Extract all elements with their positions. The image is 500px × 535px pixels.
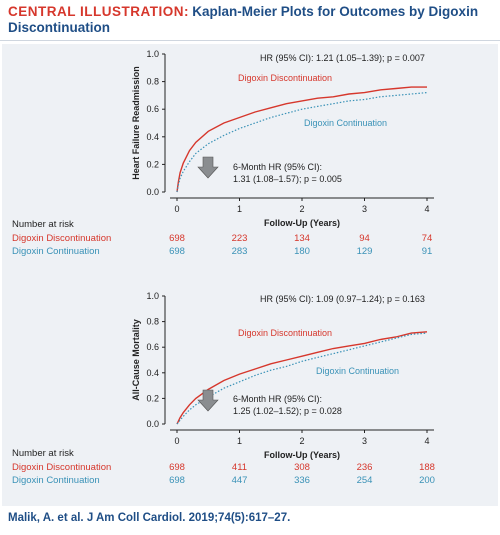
x-axis-title: Follow-Up (Years)	[264, 218, 340, 228]
mortality-chart: 0.0 0.2 0.4 0.6 0.8 1.0 All-Cause Mortality 0 1 2…	[131, 291, 434, 460]
page-header: CENTRAL ILLUSTRATION: Kaplan-Meier Plots…	[8, 4, 494, 36]
at-risk-value: 283	[231, 246, 248, 257]
at-risk-value: 698	[169, 462, 185, 473]
x-tick-label: 4	[424, 436, 429, 446]
x-tick-label: 0	[174, 204, 179, 214]
at-risk-row-label: Digoxin Continuation	[12, 246, 100, 257]
discontinuation-curve	[176, 331, 428, 425]
at-risk-row-label: Digoxin Discontinuation	[12, 233, 112, 244]
at-risk-value: 180	[294, 246, 310, 257]
six-month-hr-value: 1.31 (1.08–1.57); p = 0.005	[233, 174, 342, 184]
six-month-hr-label: 6-Month HR (95% CI):	[233, 394, 322, 404]
at-risk-value: 308	[294, 462, 310, 473]
y-tick-label: 0.0	[146, 419, 159, 429]
x-axis-title: Follow-Up (Years)	[264, 450, 340, 460]
hr-annotation: HR (95% CI): 1.09 (0.97–1.24); p = 0.163	[260, 294, 425, 304]
y-tick-label: 0.0	[146, 187, 159, 197]
x-tick-label: 3	[362, 204, 367, 214]
at-risk-value: 188	[419, 462, 435, 473]
discontinuation-series-label: Digoxin Discontinuation	[238, 328, 332, 338]
at-risk-value: 134	[294, 233, 310, 244]
at-risk-value: 698	[169, 233, 185, 244]
y-tick-label: 0.8	[146, 77, 159, 87]
x-tick-label: 2	[299, 436, 304, 446]
at-risk-title: Number at risk	[12, 219, 74, 230]
hr-annotation: HR (95% CI): 1.21 (1.05–1.39); p = 0.007	[260, 53, 425, 63]
y-tick-label: 0.4	[146, 132, 159, 142]
readmission-panel: 0.0 0.2 0.4 0.6 0.8 1.0 Heart Failure Readmiss…	[2, 44, 498, 276]
continuation-series-label: Digoxin Continuation	[316, 366, 399, 376]
header-label: CENTRAL ILLUSTRATION	[8, 4, 184, 19]
at-risk-value: 698	[169, 475, 185, 486]
y-tick-label: 0.2	[146, 159, 159, 169]
header-divider	[0, 40, 500, 41]
six-month-hr-label: 6-Month HR (95% CI):	[233, 162, 322, 172]
at-risk-row-label: Digoxin Continuation	[12, 475, 100, 486]
six-month-hr-value: 1.25 (1.02–1.52); p = 0.028	[233, 406, 342, 416]
x-tick-label: 1	[237, 204, 242, 214]
at-risk-value: 91	[421, 246, 433, 257]
at-risk-value: 411	[231, 462, 248, 473]
at-risk-value: 698	[169, 246, 185, 257]
at-risk-row: Digoxin Discontinuation 698 411 308 236 188	[2, 462, 498, 474]
y-axis-title: All-Cause Mortality	[131, 319, 141, 401]
x-tick-label: 0	[174, 436, 179, 446]
y-tick-label: 0.6	[146, 342, 159, 352]
at-risk-value: 447	[231, 475, 248, 486]
at-risk-value: 74	[421, 233, 433, 244]
at-risk-value: 336	[294, 475, 310, 486]
at-risk-value: 200	[419, 475, 435, 486]
x-tick-label: 3	[362, 436, 367, 446]
at-risk-value: 129	[356, 246, 373, 257]
at-risk-title: Number at risk	[12, 448, 74, 459]
x-tick-label: 4	[424, 204, 429, 214]
x-tick-label: 1	[237, 436, 242, 446]
y-tick-label: 0.2	[146, 393, 159, 403]
header-title: Kaplan-Meier Plots for Outcomes by Digox…	[8, 4, 479, 35]
citation: Malik, A. et al. J Am Coll Cardiol. 2019…	[8, 512, 291, 524]
at-risk-value: 236	[356, 462, 373, 473]
discontinuation-series-label: Digoxin Discontinuation	[238, 73, 332, 83]
at-risk-row: Digoxin Discontinuation 698 223 134 94 74	[2, 233, 498, 245]
continuation-series-label: Digoxin Continuation	[304, 118, 387, 128]
y-axis-title: Heart Failure Readmission	[131, 66, 141, 180]
y-tick-label: 1.0	[146, 49, 159, 59]
y-tick-label: 1.0	[146, 291, 159, 301]
down-arrow-icon	[197, 389, 219, 412]
at-risk-value: 223	[231, 233, 248, 244]
y-tick-label: 0.8	[146, 317, 159, 327]
header-separator: :	[184, 4, 189, 19]
y-tick-label: 0.4	[146, 368, 159, 378]
down-arrow-icon	[197, 156, 219, 179]
readmission-chart: 0.0 0.2 0.4 0.6 0.8 1.0 Heart Failure Readmiss…	[131, 49, 434, 228]
continuation-curve	[176, 332, 428, 425]
at-risk-row: Digoxin Continuation 698 283 180 129 91	[2, 246, 498, 258]
discontinuation-curve	[176, 86, 427, 193]
at-risk-row: Digoxin Continuation 698 447 336 254 200	[2, 475, 498, 487]
at-risk-row-label: Digoxin Discontinuation	[12, 462, 112, 473]
x-tick-label: 2	[299, 204, 304, 214]
y-tick-label: 0.6	[146, 104, 159, 114]
mortality-panel: 0.0 0.2 0.4 0.6 0.8 1.0 All-Cause Mortality 0 1 2…	[2, 276, 498, 506]
at-risk-value: 254	[356, 475, 373, 486]
at-risk-value: 94	[359, 233, 370, 244]
